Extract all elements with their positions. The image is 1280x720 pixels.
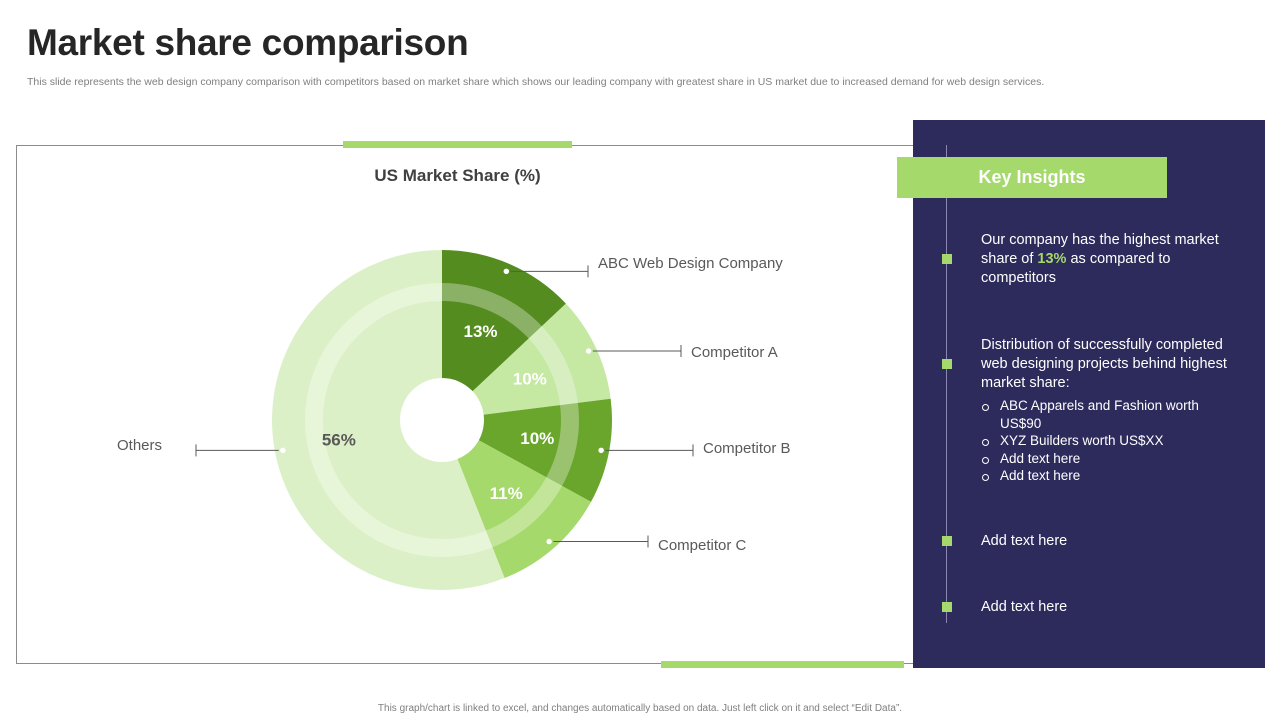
insight-2-list: ABC Apparels and Fashion worth US$90 XYZ…: [981, 397, 1243, 485]
accent-bar-top: [343, 141, 572, 148]
insight-2-text: Distribution of successfully completed w…: [981, 337, 1227, 391]
insight-1-highlight: 13%: [1037, 251, 1067, 267]
insight-1: Our company has the highest market share…: [981, 231, 1243, 288]
legend-label-abc-web-design-company: ABC Web Design Company: [598, 255, 783, 272]
insight-1-text-after: as compared to competitors: [981, 251, 1171, 286]
insight-2-bullet: ABC Apparels and Fashion worth US$90: [981, 397, 1243, 432]
timeline-marker-1: [942, 254, 952, 264]
data-label-others: 56%: [322, 431, 356, 450]
timeline-line: [946, 145, 947, 623]
data-label-abc-web-design-company: 13%: [464, 322, 498, 341]
timeline-marker-4: [942, 602, 952, 612]
insight-3: Add text here: [981, 533, 1068, 549]
timeline-marker-3: [942, 536, 952, 546]
footnote: This graph/chart is linked to excel, and…: [377, 703, 903, 714]
legend-label-others: Others: [117, 437, 163, 454]
legend-label-competitor-b: Competitor B: [703, 440, 791, 457]
pie-slice-competitor-b[interactable]: [442, 398, 613, 502]
data-label-competitor-c: 11%: [490, 484, 523, 503]
key-insights-heading: Key Insights: [897, 157, 1167, 198]
insight-2-bullet: Add text here: [981, 450, 1243, 468]
leader-dot-competitor-b: [596, 446, 606, 455]
insight-1-text-before: Our company has the highest market share…: [981, 232, 1219, 267]
inner-ring-overlay: [305, 283, 579, 557]
data-label-competitor-a: 10%: [513, 370, 547, 389]
pie-slice-competitor-a[interactable]: [442, 303, 611, 420]
leader-dot-others: [278, 446, 288, 455]
leader-dot-competitor-a: [584, 346, 593, 356]
chart-title: US Market Share (%): [374, 166, 541, 185]
leader-dot-competitor-c: [544, 537, 554, 546]
key-insights-panel: [913, 120, 1265, 668]
insight-2-bullet: Add text here: [981, 467, 1243, 485]
market-share-pie-chart[interactable]: 13% 10% 10% 11% 56%: [0, 0, 913, 700]
page-subtitle: This slide represents the web design com…: [27, 76, 1045, 88]
timeline-marker-2: [942, 359, 952, 369]
data-label-competitor-b: 10%: [520, 429, 554, 448]
insight-2-bullet: XYZ Builders worth US$XX: [981, 432, 1243, 450]
page-title: Market share comparison: [27, 22, 469, 63]
leader-dot-abc-web-design-company: [502, 267, 511, 276]
legend-label-competitor-a: Competitor A: [691, 344, 778, 361]
pie-slice-competitor-c[interactable]: [442, 420, 591, 579]
insight-4: Add text here: [981, 599, 1068, 615]
pie-slice-others[interactable]: [271, 249, 505, 590]
pie-slice-abc-web-design-company[interactable]: [442, 250, 566, 420]
accent-bar-bottom: [661, 661, 904, 668]
pie-center-hole: [400, 378, 484, 462]
legend-label-competitor-c: Competitor C: [658, 537, 747, 554]
